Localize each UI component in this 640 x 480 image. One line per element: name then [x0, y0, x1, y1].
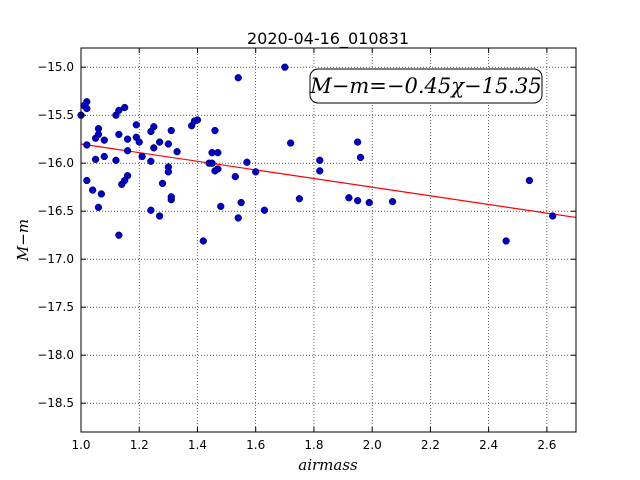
axis-ticks: 1.0 1.2 1.4 1.6 1.8 2.0 2.2 2.4 2.6 −15.0 −15.5 −16… — [37, 48, 576, 452]
fit-line — [80, 143, 577, 219]
data-point — [138, 152, 146, 161]
data-point — [100, 136, 108, 144]
data-point — [252, 168, 260, 176]
data-point — [164, 140, 173, 148]
data-points — [77, 63, 557, 245]
plot-frame — [80, 47, 577, 433]
data-point — [549, 212, 557, 220]
data-point — [243, 158, 251, 166]
data-point — [214, 165, 222, 173]
data-point — [147, 157, 155, 165]
x-axis-label: airmass — [298, 456, 358, 474]
y-tick-label: −17.0 — [37, 252, 74, 266]
grid-lines — [80, 48, 576, 432]
data-point — [208, 159, 216, 167]
annotation-box: M−m=−0.45χ−15.35 — [309, 68, 543, 104]
y-tick-label: −16.5 — [37, 204, 74, 218]
data-point — [83, 176, 91, 185]
data-point — [97, 190, 106, 198]
data-point — [260, 206, 269, 214]
data-point — [115, 231, 123, 239]
data-point — [115, 130, 123, 139]
data-point — [502, 237, 510, 245]
data-point — [356, 153, 365, 162]
data-point — [295, 195, 304, 203]
data-point — [83, 141, 91, 149]
data-point — [281, 63, 289, 71]
x-tick-label: 2.0 — [363, 438, 382, 452]
y-tick-label: −15.0 — [37, 60, 74, 74]
data-point — [388, 197, 397, 206]
data-point — [83, 104, 91, 113]
data-point — [525, 176, 534, 185]
x-tick-label: 1.6 — [246, 438, 265, 452]
y-tick-label: −17.5 — [37, 300, 74, 314]
x-tick-label: 1.4 — [188, 438, 207, 452]
annotation-frame — [309, 68, 543, 104]
data-point — [91, 155, 100, 164]
data-point — [234, 214, 242, 222]
data-point — [132, 121, 140, 129]
data-point — [121, 103, 129, 112]
x-tick-label: 2.4 — [479, 438, 498, 452]
data-point — [155, 138, 164, 146]
chart-title: 2020-04-16_010831 — [247, 29, 409, 49]
data-point — [115, 106, 123, 115]
x-tick-label: 1.2 — [130, 438, 149, 452]
x-tick-label: 2.6 — [537, 438, 556, 452]
data-point — [193, 116, 202, 124]
data-point — [158, 179, 167, 188]
data-point — [94, 203, 103, 212]
data-point — [217, 202, 225, 211]
data-point — [164, 168, 173, 176]
x-tick-label: 2.2 — [421, 438, 440, 452]
data-point — [123, 147, 132, 155]
data-point — [365, 198, 373, 207]
fit-equation: M−m=−0.45χ−15.35 — [309, 74, 541, 98]
data-point — [83, 98, 91, 106]
data-point — [150, 123, 158, 131]
data-point — [147, 206, 155, 214]
data-point — [353, 138, 362, 146]
data-point — [316, 167, 324, 175]
data-point — [316, 156, 324, 164]
data-point — [286, 139, 295, 147]
data-point — [150, 144, 158, 152]
y-tick-label: −16.0 — [37, 156, 74, 170]
data-point — [231, 172, 239, 181]
data-point — [173, 148, 181, 156]
data-point — [199, 237, 207, 245]
y-tick-label: −18.5 — [37, 396, 74, 410]
data-point — [234, 74, 242, 82]
data-point — [214, 148, 222, 157]
data-point — [88, 186, 97, 194]
data-point — [135, 138, 143, 146]
data-point — [167, 126, 175, 135]
data-point — [123, 172, 132, 180]
data-point — [155, 212, 164, 220]
y-tick-label: −18.0 — [37, 348, 74, 362]
data-point — [211, 126, 219, 135]
x-tick-label: 1.8 — [304, 438, 323, 452]
data-point — [345, 194, 353, 202]
x-tick-label: 1.0 — [71, 438, 90, 452]
data-point — [123, 135, 132, 143]
y-tick-label: −15.5 — [37, 108, 74, 122]
data-point — [167, 193, 175, 201]
data-point — [353, 196, 362, 205]
data-point — [94, 130, 103, 139]
data-point — [100, 152, 108, 161]
data-point — [112, 156, 120, 164]
y-axis-label: M−m — [14, 219, 32, 262]
data-point — [237, 198, 245, 207]
